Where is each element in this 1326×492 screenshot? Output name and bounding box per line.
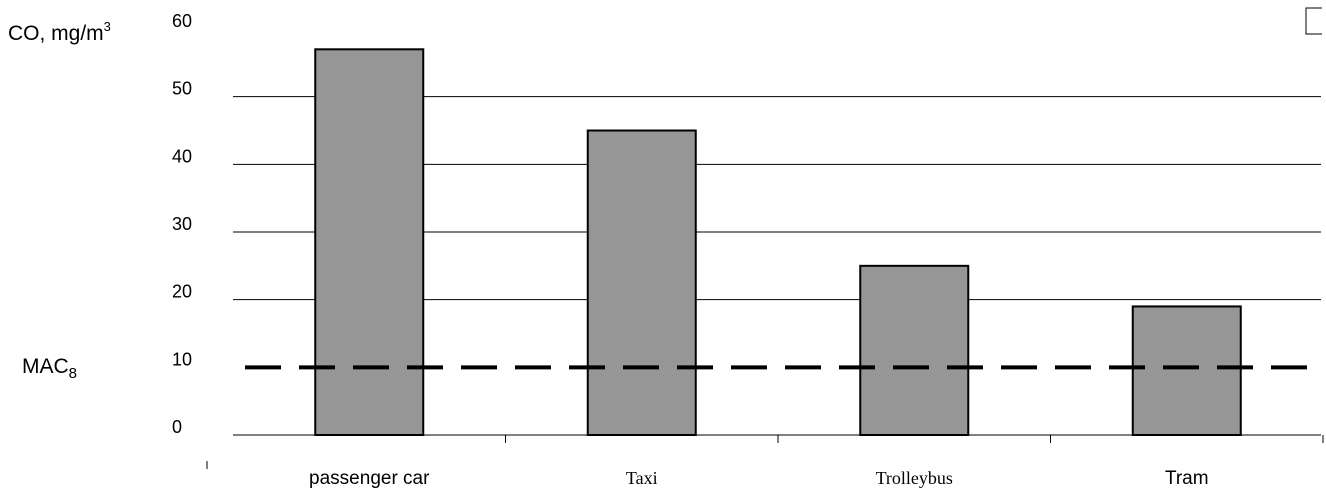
y-tick-label: 20 [172, 282, 192, 302]
y-axis-title-superscript: 3 [104, 19, 111, 34]
x-tick-label: Trolleybus [876, 468, 953, 488]
bar-trolleybus [859, 264, 970, 437]
y-axis-title: CO, mg/m3 [8, 19, 111, 45]
legend-box-fragment [1305, 7, 1322, 35]
bars [314, 48, 1242, 437]
y-tick-label: 40 [172, 146, 192, 166]
y-axis-title-text: CO, mg/m [8, 22, 104, 45]
y-tick-label: 60 [172, 11, 192, 31]
reference-line-label-text: MAC [22, 355, 69, 378]
y-tick-label: 50 [172, 79, 192, 99]
x-tick-labels: passenger car Taxi Trolleybus Tram [309, 468, 1209, 489]
bar-taxi [586, 129, 697, 436]
y-tick-label: 10 [172, 349, 192, 369]
x-tick-label: Tram [1165, 468, 1209, 489]
y-tick-label: 0 [172, 417, 182, 437]
bar-tram [1131, 305, 1242, 436]
reference-line-label-subscript: 8 [69, 365, 77, 382]
bar-passenger-car [314, 48, 425, 437]
reference-line-label: MAC8 [22, 355, 77, 382]
x-tick-label: passenger car [309, 468, 430, 489]
x-tick-label: Taxi [626, 468, 658, 488]
x-axis [233, 434, 1324, 443]
y-tick-label: 30 [172, 214, 192, 234]
y-tick-labels: 60 50 40 30 20 10 0 [172, 11, 192, 437]
